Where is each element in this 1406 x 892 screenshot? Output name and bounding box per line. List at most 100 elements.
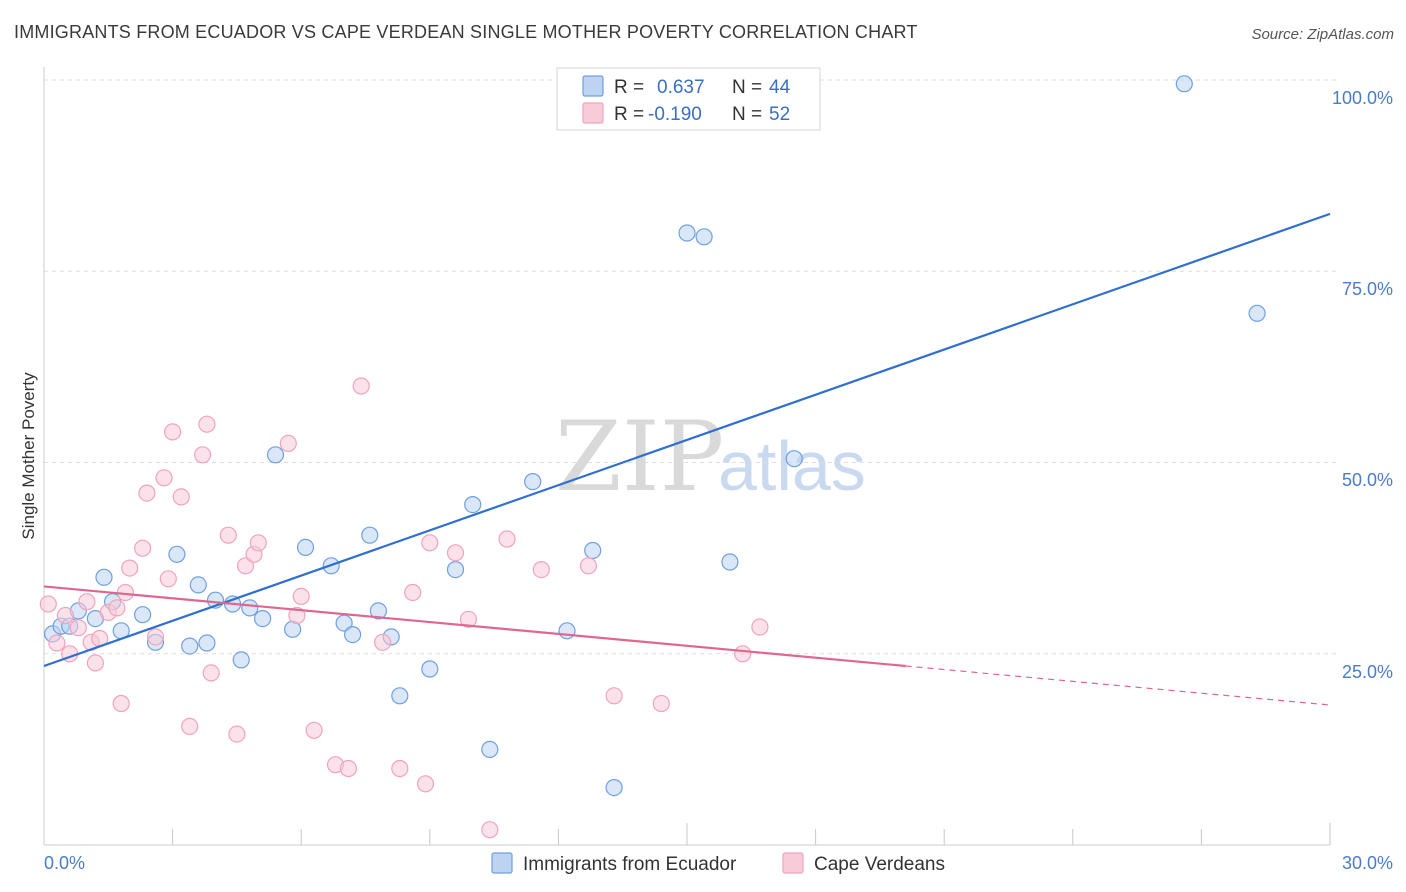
point-ecuador [134, 606, 152, 624]
stats-n-value-ecuador: 44 [769, 77, 791, 98]
point-ecuador [721, 553, 739, 571]
point-capeverdean [134, 539, 152, 557]
point-capeverdean [155, 469, 173, 487]
point-ecuador [181, 637, 199, 655]
point-ecuador [266, 446, 285, 464]
point-capeverdean [751, 618, 769, 636]
point-capeverdean [121, 559, 139, 577]
point-ecuador [391, 687, 409, 705]
point-capeverdean [416, 775, 435, 793]
point-ecuador [198, 634, 216, 652]
point-capeverdean [181, 717, 199, 736]
point-ecuador [168, 545, 186, 563]
x-ticks [172, 823, 1331, 845]
stats-r-label-capeverdean: R = [614, 104, 644, 125]
series-ecuador-points [43, 75, 1266, 797]
point-capeverdean [446, 544, 465, 562]
trend-lines [43, 212, 1331, 706]
point-capeverdean [579, 557, 598, 575]
point-ecuador [584, 541, 602, 560]
stats-swatch-capeverdean [582, 102, 604, 124]
point-capeverdean [352, 377, 370, 395]
point-ecuador [241, 599, 259, 617]
point-ecuador [361, 526, 379, 544]
point-capeverdean [236, 557, 255, 575]
legend-label-capeverdean: Cape Verdeans [814, 854, 945, 875]
point-capeverdean [198, 415, 216, 433]
point-capeverdean [78, 593, 96, 611]
point-ecuador [464, 496, 482, 514]
y-axis-label: Single Mother Poverty [19, 372, 38, 540]
point-capeverdean [56, 606, 75, 625]
point-ecuador [421, 660, 439, 678]
trend-line-capeverdean [43, 585, 906, 668]
point-capeverdean [112, 694, 130, 713]
point-ecuador [232, 651, 250, 669]
point-ecuador [1175, 75, 1193, 93]
point-capeverdean [138, 484, 156, 502]
point-capeverdean [86, 654, 105, 672]
stats-n-label-ecuador: N = [732, 77, 762, 98]
point-capeverdean [228, 725, 246, 743]
point-capeverdean [172, 488, 190, 506]
trend-line-capeverdean-extrapolated [905, 665, 1331, 706]
point-capeverdean [249, 534, 267, 552]
point-ecuador [524, 473, 542, 491]
watermark: ZIP atlas [555, 401, 866, 513]
x-tick-min: 0.0% [44, 853, 85, 873]
point-capeverdean [159, 570, 177, 588]
stats-legend: R = 0.637 N = 44 R = -0.190 N = 52 [556, 67, 821, 131]
point-capeverdean [48, 634, 66, 652]
point-ecuador [369, 602, 387, 620]
point-capeverdean [605, 687, 623, 705]
series-legend: Immigrants from Ecuador Cape Verdeans [491, 852, 945, 875]
point-capeverdean [532, 560, 550, 579]
point-capeverdean [39, 595, 57, 613]
point-capeverdean [339, 759, 357, 778]
point-capeverdean [734, 645, 752, 663]
legend-swatch-ecuador [491, 852, 513, 874]
legend-swatch-capeverdean [782, 852, 804, 874]
y-tick-50: 50.0% [1342, 470, 1393, 490]
chart-title: IMMIGRANTS FROM ECUADOR VS CAPE VERDEAN … [14, 22, 918, 42]
point-ecuador [1248, 304, 1266, 322]
point-capeverdean [498, 530, 516, 548]
stats-r-value-ecuador: 0.637 [657, 77, 705, 98]
y-tick-75: 75.0% [1342, 279, 1393, 299]
x-tick-max: 30.0% [1342, 853, 1393, 873]
point-capeverdean [305, 721, 323, 739]
point-ecuador [481, 740, 499, 759]
point-ecuador [558, 622, 576, 640]
point-capeverdean [164, 423, 182, 441]
point-capeverdean [288, 606, 306, 625]
point-capeverdean [279, 434, 297, 452]
y-tick-labels: 100.0% 75.0% 50.0% 25.0% [1332, 88, 1393, 682]
point-capeverdean [69, 619, 87, 637]
stats-r-label-ecuador: R = [614, 77, 644, 98]
point-ecuador [695, 228, 713, 246]
stats-r-value-capeverdean: -0.190 [648, 104, 702, 125]
point-capeverdean [292, 587, 310, 606]
point-ecuador [344, 625, 362, 644]
y-tick-25: 25.0% [1342, 662, 1393, 682]
point-capeverdean [374, 633, 392, 651]
point-capeverdean [202, 664, 220, 682]
point-capeverdean [404, 583, 422, 602]
point-capeverdean [219, 526, 237, 544]
stats-n-label-capeverdean: N = [732, 104, 762, 125]
chart-source: Source: ZipAtlas.com [1251, 26, 1394, 43]
point-ecuador [189, 576, 207, 594]
point-ecuador [296, 538, 315, 557]
y-tick-100: 100.0% [1332, 88, 1393, 108]
stats-swatch-ecuador [582, 75, 604, 97]
point-capeverdean [459, 610, 477, 628]
point-ecuador [605, 778, 623, 797]
point-ecuador [446, 560, 465, 579]
point-ecuador [254, 609, 272, 628]
point-capeverdean [108, 599, 126, 617]
legend-label-ecuador: Immigrants from Ecuador [523, 854, 737, 875]
point-capeverdean [652, 694, 670, 713]
stats-n-value-capeverdean: 52 [769, 104, 790, 125]
series-capeverdean-points [39, 377, 769, 839]
